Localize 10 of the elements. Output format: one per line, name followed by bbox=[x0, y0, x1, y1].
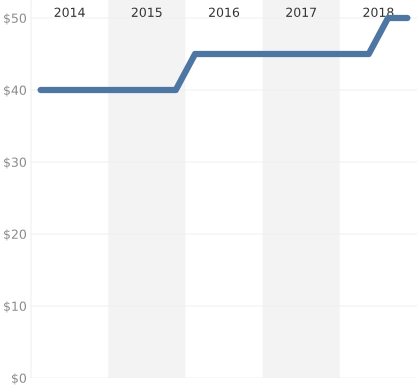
x-tick-label: 2014 bbox=[54, 8, 85, 18]
y-tick-label: $30 bbox=[4, 157, 26, 169]
y-tick-label: $40 bbox=[4, 85, 26, 97]
y-tick-label: $0 bbox=[12, 373, 26, 385]
x-tick-label: 2016 bbox=[209, 8, 240, 18]
x-tick-label: 2015 bbox=[132, 8, 162, 18]
y-tick-label: $10 bbox=[4, 301, 26, 313]
x-tick-label: 2017 bbox=[286, 8, 316, 18]
y-tick-label: $50 bbox=[4, 13, 26, 25]
y-tick-label: $20 bbox=[4, 229, 26, 241]
